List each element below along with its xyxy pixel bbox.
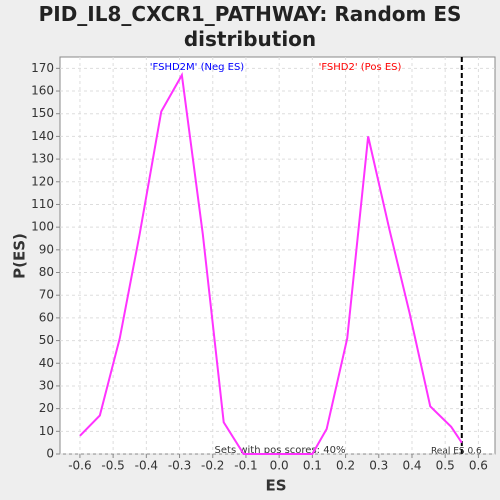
chart-title: PID_IL8_CXCR1_PATHWAY: Random ES distrib…	[38, 2, 462, 51]
plot-area	[59, 56, 496, 455]
x-tick-label: -0.2	[201, 459, 224, 473]
y-tick-label: 40	[39, 356, 54, 370]
x-tick-label: -0.3	[168, 459, 191, 473]
x-tick-label: 0.4	[402, 459, 421, 473]
annotation: Sets with pos scores: 40%	[215, 445, 346, 456]
y-tick-label: 150	[31, 106, 54, 120]
y-tick-label: 140	[31, 129, 54, 143]
y-tick-label: 20	[39, 401, 54, 415]
real-es-label: Real ES 0.6	[431, 447, 482, 457]
annotation: 'FSHD2' (Pos ES)	[319, 62, 402, 73]
x-axis-label: ES	[265, 477, 286, 495]
y-tick-label: 110	[31, 197, 54, 211]
x-tick-label: -0.4	[135, 459, 158, 473]
y-tick-label: 80	[39, 265, 54, 279]
x-tick-label: 0.3	[369, 459, 388, 473]
y-tick-label: 130	[31, 152, 54, 166]
annotation: 'FSHD2M' (Neg ES)	[150, 62, 245, 73]
x-tick-label: 0.0	[270, 459, 289, 473]
y-tick-label: 10	[39, 424, 54, 438]
y-tick-label: 120	[31, 174, 54, 188]
y-tick-label: 170	[31, 61, 54, 75]
y-tick-label: 50	[39, 333, 54, 347]
y-tick-label: 60	[39, 310, 54, 324]
y-tick-label: 70	[39, 288, 54, 302]
y-tick-label: 0	[46, 447, 54, 461]
x-tick-label: -0.5	[101, 459, 124, 473]
x-tick-label: -0.1	[234, 459, 257, 473]
x-tick-label: -0.6	[68, 459, 91, 473]
y-tick-label: 30	[39, 378, 54, 392]
x-tick-label: 0.1	[303, 459, 322, 473]
x-tick-label: 0.6	[469, 459, 488, 473]
y-tick-label: 100	[31, 220, 54, 234]
y-tick-label: 90	[39, 242, 54, 256]
x-tick-label: 0.2	[336, 459, 355, 473]
y-axis-label: P(ES)	[11, 233, 29, 279]
data-line	[79, 72, 463, 455]
y-tick-label: 160	[31, 84, 54, 98]
x-tick-label: 0.5	[436, 459, 455, 473]
